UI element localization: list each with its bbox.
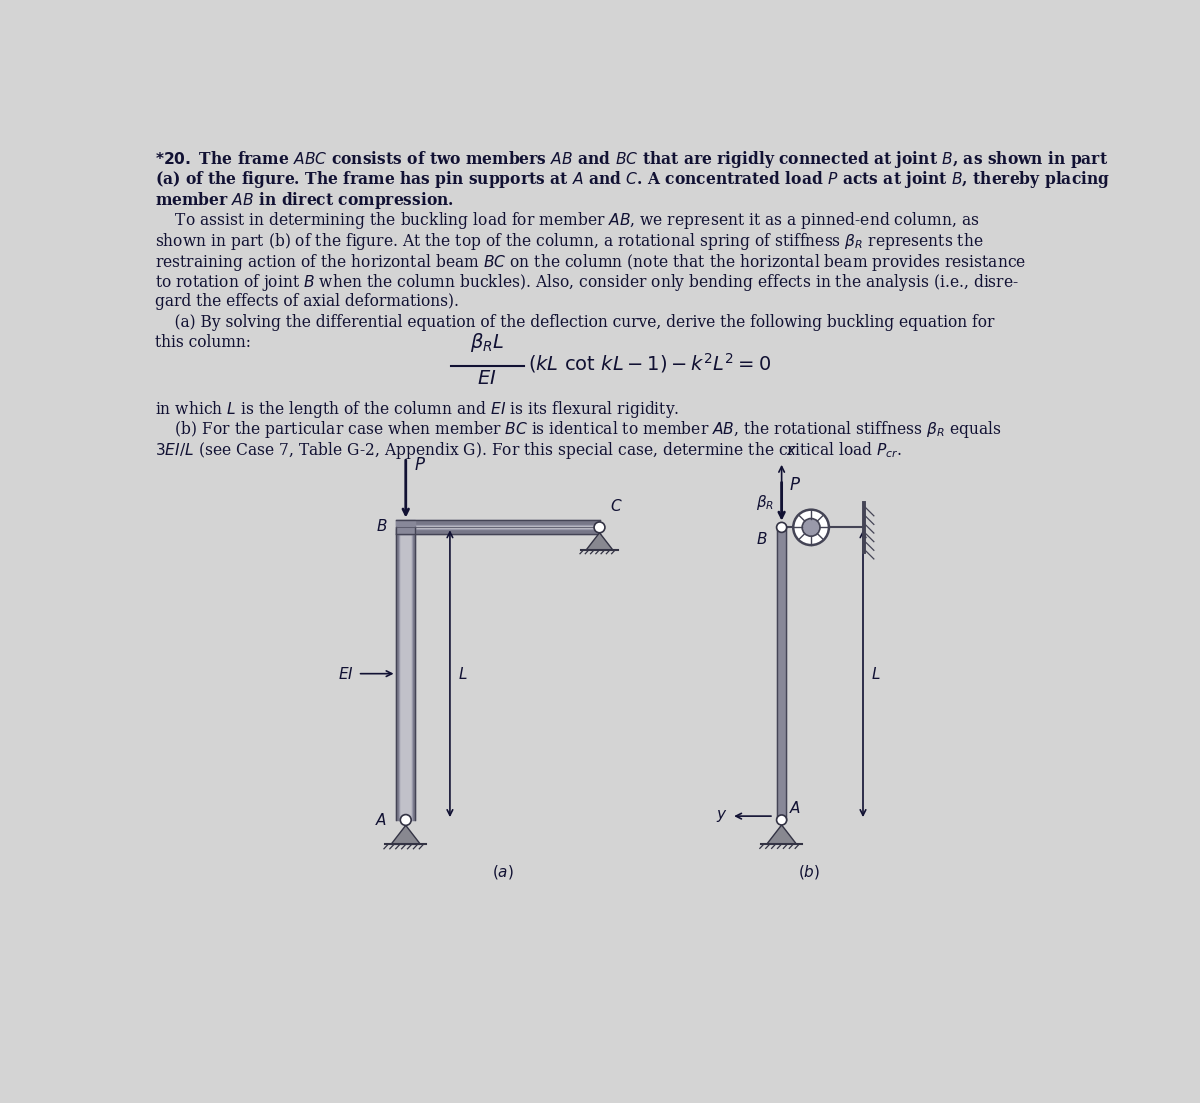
Text: $\beta_R L$: $\beta_R L$ xyxy=(470,331,504,354)
Text: $(b)$: $(b)$ xyxy=(798,864,820,881)
Text: $\beta_R$: $\beta_R$ xyxy=(756,493,774,512)
Text: To assist in determining the buckling load for member $\mathit{AB}$, we represen: To assist in determining the buckling lo… xyxy=(156,211,980,232)
Text: (a) of the figure. The frame has pin supports at $\mathit{A}$ and $\mathit{C}$. : (a) of the figure. The frame has pin sup… xyxy=(156,169,1110,190)
Text: member $\mathit{AB}$ in direct compression.: member $\mathit{AB}$ in direct compressi… xyxy=(156,190,455,211)
Text: $(\mathit{kL}\ \cot\, \mathit{kL} - 1) - k^2L^2 = 0$: $(\mathit{kL}\ \cot\, \mathit{kL} - 1) -… xyxy=(528,351,772,375)
Text: shown in part (b) of the figure. At the top of the column, a rotational spring o: shown in part (b) of the figure. At the … xyxy=(156,231,984,253)
Polygon shape xyxy=(396,521,415,534)
Text: gard the effects of axial deformations).: gard the effects of axial deformations). xyxy=(156,293,460,310)
Text: $\mathbf{*20.}$ The frame $\mathit{ABC}$ consists of two members $\mathit{AB}$ a: $\mathbf{*20.}$ The frame $\mathit{ABC}$… xyxy=(156,149,1109,170)
Text: $y$: $y$ xyxy=(715,808,727,824)
Text: $P$: $P$ xyxy=(790,476,802,493)
Circle shape xyxy=(401,815,412,825)
Text: $B$: $B$ xyxy=(756,532,768,547)
Text: $A$: $A$ xyxy=(790,800,802,816)
Circle shape xyxy=(802,518,820,536)
Circle shape xyxy=(776,815,787,825)
Text: (b) For the particular case when member $\mathit{BC}$ is identical to member $\m: (b) For the particular case when member … xyxy=(156,419,1002,440)
Text: $A$: $A$ xyxy=(374,812,388,828)
Circle shape xyxy=(776,523,787,533)
Circle shape xyxy=(594,522,605,533)
Text: $C$: $C$ xyxy=(610,497,622,514)
Text: restraining action of the horizontal beam $\mathit{BC}$ on the column (note that: restraining action of the horizontal bea… xyxy=(156,251,1026,272)
Text: $P$: $P$ xyxy=(414,457,426,473)
Polygon shape xyxy=(587,533,613,549)
Text: $B$: $B$ xyxy=(376,517,388,534)
Text: in which $\mathit{L}$ is the length of the column and $\mathit{EI}$ is its flexu: in which $\mathit{L}$ is the length of t… xyxy=(156,399,680,420)
Text: $x$: $x$ xyxy=(786,445,798,458)
Text: $L$: $L$ xyxy=(871,666,881,682)
Text: $3EI/L$ (see Case 7, Table G-2, Appendix G). For this special case, determine th: $3EI/L$ (see Case 7, Table G-2, Appendix… xyxy=(156,440,902,461)
Polygon shape xyxy=(391,825,420,845)
Text: $L$: $L$ xyxy=(457,666,467,682)
Text: this column:: this column: xyxy=(156,334,252,351)
Text: (a) By solving the differential equation of the deflection curve, derive the fol: (a) By solving the differential equation… xyxy=(156,313,995,331)
Text: to rotation of joint $\mathit{B}$ when the column buckles). Also, consider only : to rotation of joint $\mathit{B}$ when t… xyxy=(156,272,1020,293)
Circle shape xyxy=(793,510,829,545)
Polygon shape xyxy=(767,825,797,844)
Text: $EI$: $EI$ xyxy=(478,370,497,387)
Text: $EI$: $EI$ xyxy=(338,666,354,682)
Text: $(a)$: $(a)$ xyxy=(492,864,514,881)
